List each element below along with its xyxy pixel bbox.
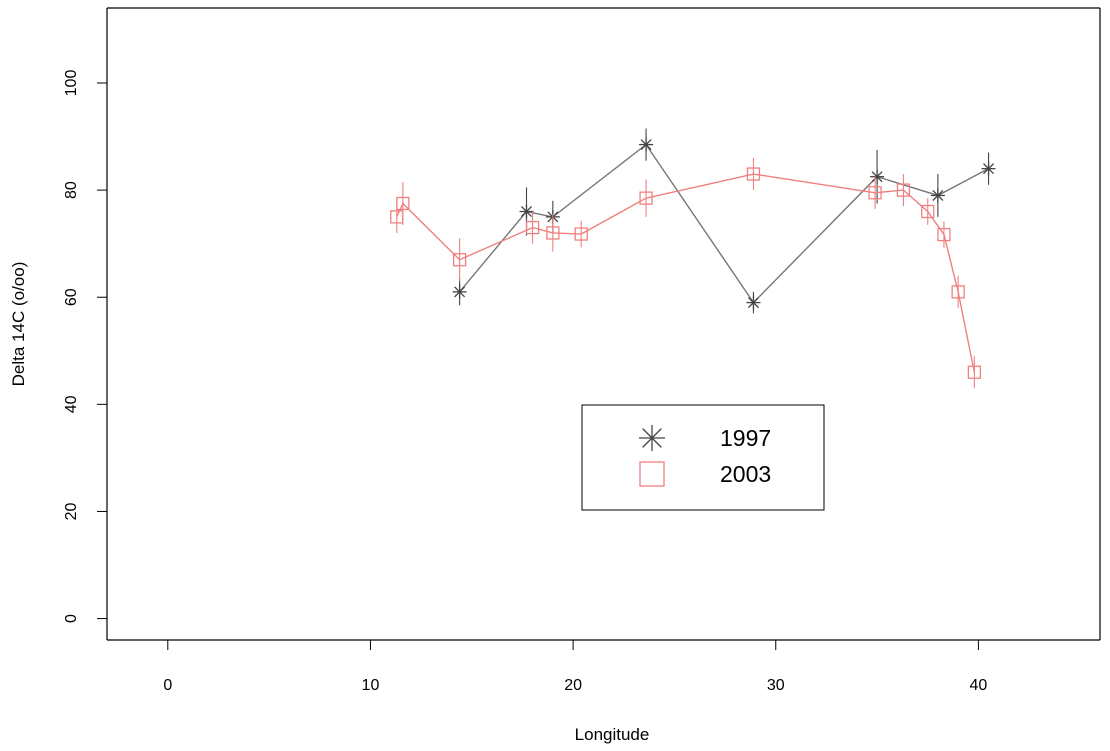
legend-box — [582, 405, 824, 510]
data-point — [639, 129, 653, 161]
x-axis: 0 10 20 30 40 — [163, 640, 987, 694]
data-point — [640, 179, 652, 216]
asterisk-marker — [746, 296, 760, 310]
y-tick-label: 100 — [63, 70, 80, 97]
series-2003 — [391, 158, 981, 388]
y-tick-label: 60 — [63, 288, 80, 306]
data-point — [870, 150, 884, 204]
y-axis: 0 20 40 60 80 100 — [63, 70, 107, 623]
y-axis-title: Delta 14C (o/oo) — [9, 262, 28, 387]
asterisk-marker — [639, 425, 665, 451]
asterisk-marker — [870, 170, 884, 184]
data-point — [397, 182, 409, 225]
asterisk-marker — [639, 138, 653, 152]
data-point — [931, 174, 945, 217]
legend-label: 1997 — [720, 425, 771, 451]
data-point — [982, 153, 996, 185]
asterisk-marker — [931, 188, 945, 202]
y-tick-label: 40 — [63, 395, 80, 413]
data-point — [968, 356, 980, 388]
data-point — [938, 221, 950, 248]
x-tick-label: 0 — [163, 677, 172, 694]
legend: 1997 2003 — [582, 405, 824, 510]
x-tick-label: 10 — [362, 677, 380, 694]
data-point — [527, 212, 539, 244]
x-tick-label: 30 — [767, 677, 785, 694]
legend-label: 2003 — [720, 461, 771, 487]
y-tick-label: 80 — [63, 181, 80, 199]
series-layer — [391, 129, 996, 389]
series-1997 — [453, 129, 996, 314]
y-tick-label: 20 — [63, 502, 80, 520]
asterisk-marker — [982, 162, 996, 176]
x-tick-label: 20 — [564, 677, 582, 694]
data-point — [952, 276, 964, 308]
asterisk-marker — [519, 205, 533, 219]
y-tick-label: 0 — [63, 614, 80, 623]
x-tick-label: 40 — [970, 677, 988, 694]
asterisk-marker — [453, 285, 467, 299]
x-axis-title: Longitude — [575, 725, 650, 744]
data-point — [922, 198, 934, 225]
data-point — [454, 238, 466, 281]
data-point — [453, 278, 467, 305]
